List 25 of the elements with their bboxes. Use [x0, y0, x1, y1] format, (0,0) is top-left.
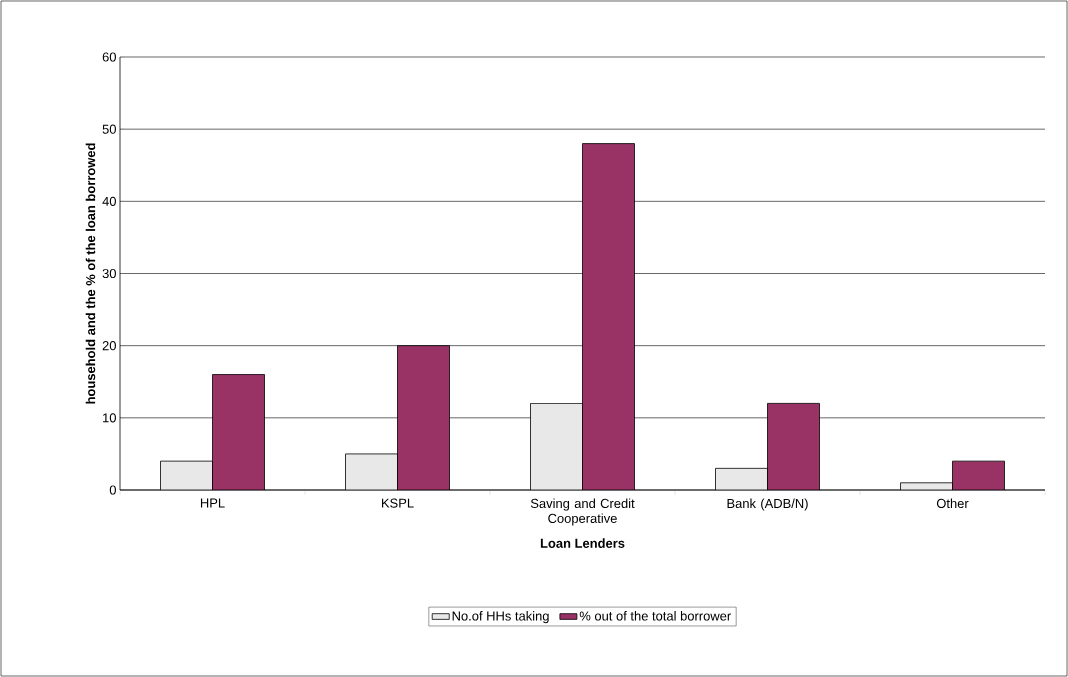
- x-tick-label: Other: [936, 498, 969, 509]
- bar: [715, 468, 768, 490]
- legend-label: No.of HHs taking: [452, 611, 549, 624]
- x-tick-label: HPL: [200, 498, 225, 508]
- y-tick-label: 10: [103, 413, 116, 423]
- y-tick-label: 60: [102, 52, 116, 62]
- bar: [767, 403, 820, 490]
- x-tick-label: KSPL: [382, 498, 414, 508]
- bar: [212, 374, 265, 490]
- bar: [530, 403, 583, 490]
- bar: [582, 143, 635, 490]
- bar: [397, 345, 450, 490]
- bar: [160, 461, 213, 490]
- y-tick-label: 20: [102, 341, 116, 351]
- x-axis-title: Loan Lenders: [540, 538, 625, 548]
- x-tick-label: Bank (ADB/N): [727, 498, 808, 511]
- y-tick-label: 40: [102, 196, 116, 206]
- bar: [952, 460, 1005, 490]
- y-tick-label: 50: [102, 124, 116, 134]
- legend-label: % out of the total borrower: [579, 611, 731, 621]
- x-tick-label: Saving and Credit Cooperative: [530, 498, 635, 526]
- y-tick-label: 30: [102, 268, 116, 279]
- bar: [345, 453, 398, 490]
- y-axis-title: household and the % of the loan borrowed: [85, 143, 96, 404]
- y-tick-label: 0: [109, 485, 116, 495]
